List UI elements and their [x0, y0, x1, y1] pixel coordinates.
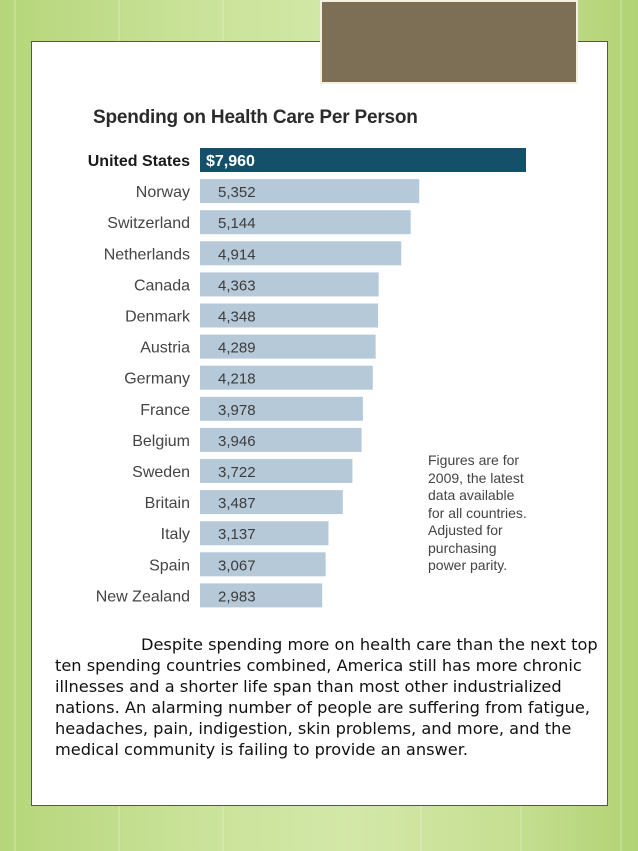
data-label: 4,218 — [218, 371, 256, 388]
chart-annotation: Figures are for 2009, the latest data av… — [428, 452, 527, 573]
data-label: 3,946 — [218, 433, 256, 450]
bar-britain — [200, 490, 343, 515]
category-label: Sweden — [132, 464, 190, 481]
bar-belgium — [200, 427, 362, 452]
category-label: United States — [88, 153, 190, 170]
bar-italy — [200, 521, 329, 546]
category-label: Spain — [149, 557, 190, 574]
bar-new-zealand — [200, 583, 323, 608]
data-label: 4,348 — [218, 309, 256, 326]
category-label: New Zealand — [96, 588, 190, 605]
data-label: 3,722 — [218, 464, 256, 481]
category-label: Belgium — [132, 433, 190, 450]
data-label: 4,363 — [218, 277, 256, 294]
bar-france — [200, 396, 363, 421]
category-label: Germany — [124, 371, 190, 388]
data-label: 3,067 — [218, 557, 256, 574]
data-label: 4,914 — [218, 246, 256, 263]
category-label: Switzerland — [107, 215, 190, 232]
data-label: 5,144 — [218, 215, 256, 232]
slide-title-box — [320, 0, 578, 84]
category-label: Norway — [136, 184, 190, 201]
data-label: 4,289 — [218, 340, 256, 357]
data-label: 3,137 — [218, 526, 256, 543]
data-label: 2,983 — [218, 588, 256, 605]
category-label: Denmark — [125, 309, 191, 326]
slide-caption: Despite spending more on health care tha… — [55, 635, 598, 759]
bar-united-states — [200, 148, 526, 172]
data-label: $7,960 — [206, 153, 255, 170]
bar-sweden — [200, 459, 353, 483]
category-label: Canada — [134, 277, 190, 294]
bar-austria — [200, 334, 376, 359]
data-label: 3,978 — [218, 402, 256, 419]
data-label: 5,352 — [218, 184, 256, 201]
bar-netherlands — [200, 241, 402, 266]
bar-denmark — [200, 303, 379, 328]
bar-germany — [200, 365, 373, 390]
bar-norway — [200, 179, 420, 204]
data-label: 3,487 — [218, 495, 256, 512]
category-label: Austria — [140, 340, 190, 357]
category-label: Italy — [161, 526, 190, 543]
chart-title: Spending on Health Care Per Person — [93, 107, 418, 128]
bar-switzerland — [200, 210, 411, 235]
bar-canada — [200, 272, 379, 297]
category-label: Netherlands — [104, 246, 190, 263]
category-label: Britain — [145, 495, 190, 512]
bar-spain — [200, 552, 326, 577]
category-label: France — [140, 402, 190, 419]
